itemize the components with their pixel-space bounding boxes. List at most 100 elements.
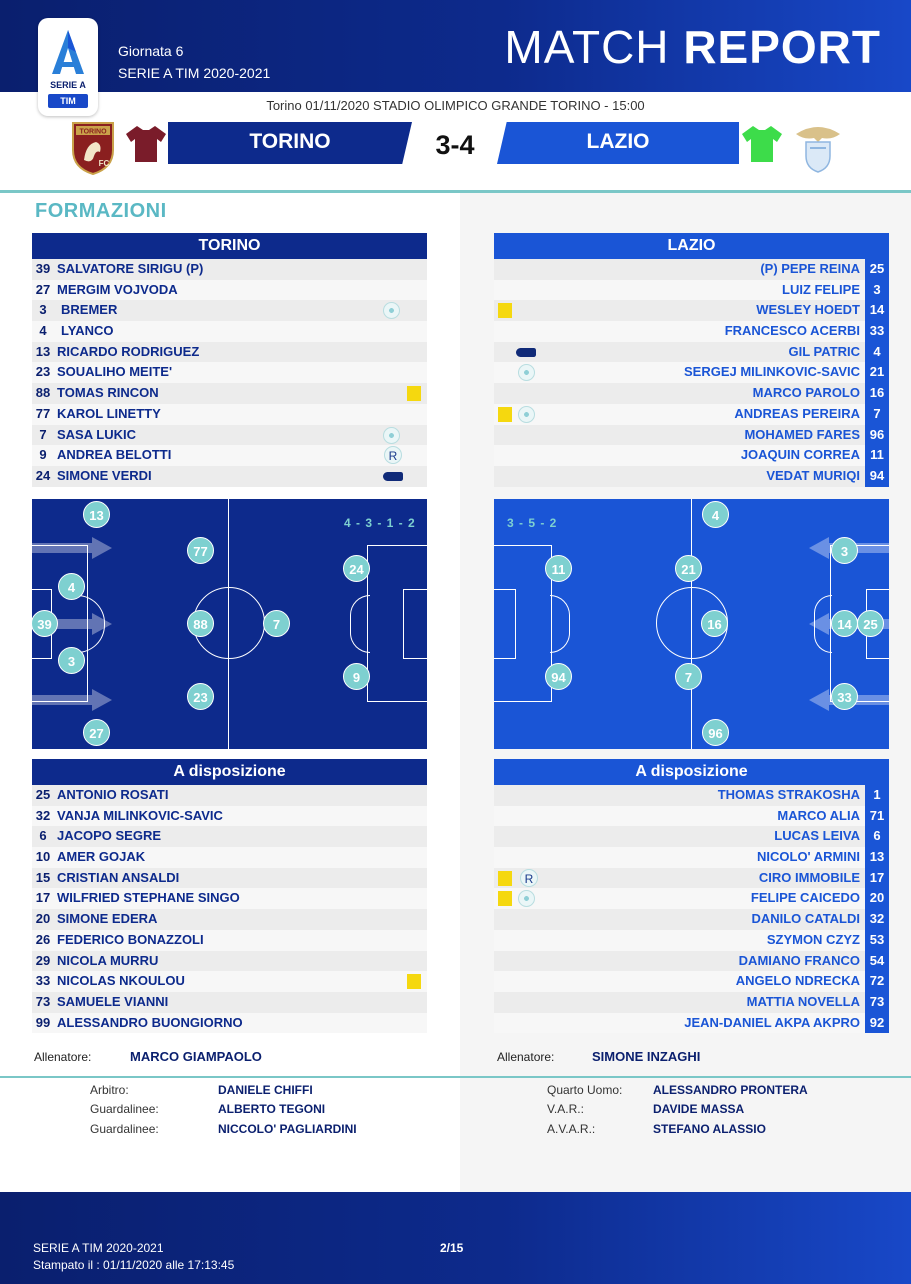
- player-number: 20: [865, 888, 889, 910]
- table-row: 21 SERGEJ MILINKOVIC-SAVIC: [494, 362, 889, 384]
- player-name: THOMAS STRAKOSHA: [717, 787, 860, 802]
- table-row: 99 ALESSANDRO BUONGIORNO: [32, 1012, 427, 1034]
- player-marker: 7: [675, 663, 702, 690]
- substitution-icon: R: [384, 446, 402, 465]
- home-team-bar: TORINO: [168, 122, 412, 164]
- yellow-card-icon: [498, 406, 512, 422]
- player-number: 23: [35, 364, 51, 380]
- arc-right: [350, 595, 370, 653]
- player-name: NICOLO' ARMINI: [757, 849, 860, 865]
- player-name: ANGELO NDRECKA: [735, 973, 860, 989]
- player-name: SIMONE EDERA: [57, 911, 158, 927]
- player-marker: 4: [702, 501, 729, 528]
- table-row: 54 DAMIANO FRANCO: [494, 950, 889, 972]
- boot-icon: [383, 471, 403, 481]
- table-row: 17 CIRO IMMOBILE R: [494, 867, 889, 889]
- player-marker: 13: [83, 501, 110, 528]
- player-number: 33: [35, 973, 51, 989]
- table-row: 88 TOMAS RINCON: [32, 383, 427, 404]
- player-number: 10: [35, 849, 51, 865]
- official-name: NICCOLO' PAGLIARDINI: [218, 1122, 357, 1136]
- player-number: 1: [865, 785, 889, 806]
- torino-crest-icon: TORINO FC: [72, 122, 114, 176]
- ball-icon: [518, 364, 535, 382]
- league-label: SERIE A TIM 2020-2021: [118, 65, 271, 81]
- player-number: 26: [35, 931, 51, 947]
- player-name: GIL PATRIC: [788, 343, 861, 359]
- player-marker: 23: [187, 683, 214, 710]
- player-marker: 9: [343, 663, 370, 690]
- final-score: 3-4: [435, 130, 475, 160]
- table-row: 20 SIMONE EDERA: [32, 909, 427, 930]
- player-name: MARCO PAROLO: [752, 385, 860, 401]
- section-title: FORMAZIONI: [35, 200, 167, 222]
- logo-text: SERIE A: [50, 80, 86, 90]
- player-name: MERGIM VOJVODA: [57, 281, 178, 297]
- away-coach-name: SIMONE INZAGHI: [592, 1049, 701, 1064]
- official-role: Quarto Uomo:: [547, 1083, 623, 1097]
- away-team-bar: LAZIO: [497, 122, 739, 164]
- official-name: STEFANO ALASSIO: [653, 1122, 766, 1136]
- svg-text:TORINO: TORINO: [79, 129, 107, 136]
- player-number: 9: [39, 447, 47, 463]
- table-row: 29 NICOLA MURRU: [32, 950, 427, 972]
- table-row: 4 LYANCO: [32, 321, 427, 342]
- player-name: AMER GOJAK: [57, 849, 146, 865]
- lazio-crest-icon: [796, 127, 840, 173]
- arc-left: [550, 595, 570, 653]
- table-row: 4 GIL PATRIC: [494, 341, 889, 363]
- table-row: 32 DANILO CATALDI: [494, 909, 889, 930]
- player-name: SALVATORE SIRIGU (P): [57, 261, 204, 276]
- player-marker: 77: [187, 537, 214, 564]
- away-coach-label: Allenatore:: [497, 1050, 555, 1064]
- table-row: 3 BREMER: [32, 300, 427, 322]
- player-number: 14: [865, 300, 889, 322]
- player-marker: 24: [343, 555, 370, 582]
- away-formation: 3 - 5 - 2: [507, 516, 558, 530]
- table-row: 96 MOHAMED FARES: [494, 424, 889, 446]
- lazio-shirt-icon: [742, 126, 782, 162]
- table-row: 33 FRANCESCO ACERBI: [494, 321, 889, 342]
- table-row: 7 ANDREAS PEREIRA: [494, 403, 889, 425]
- home-lineup-table: TORINO 39 SALVATORE SIRIGU (P) 27 MERGIM V…: [32, 233, 427, 487]
- table-row: 6 LUCAS LEIVA: [494, 826, 889, 848]
- serie-a-icon: [52, 30, 84, 74]
- table-row: 77 KAROL LINETTY: [32, 403, 427, 425]
- player-name: FEDERICO BONAZZOLI: [57, 931, 204, 947]
- player-name: ANDREA BELOTTI: [57, 447, 172, 463]
- player-name: SAMUELE VIANNI: [57, 993, 169, 1009]
- table-row: 53 SZYMON CZYZ: [494, 929, 889, 951]
- player-number: 13: [865, 847, 889, 868]
- player-number: 11: [865, 445, 889, 466]
- player-number: 96: [865, 424, 889, 446]
- table-row: 32 VANJA MILINKOVIC-SAVIC: [32, 805, 427, 827]
- ball-icon: [383, 426, 400, 444]
- footer-banner: SERIE A TIM 2020-2021 Stampato il : 01/1…: [0, 1192, 911, 1284]
- table-row: 25 (P) PEPE REINA: [494, 259, 889, 280]
- home-lineup-header: TORINO: [32, 233, 427, 259]
- official-role: A.V.A.R.:: [547, 1122, 596, 1136]
- table-row: 92 JEAN-DANIEL AKPA AKPRO: [494, 1012, 889, 1034]
- giornata-label: Giornata 6: [118, 43, 184, 59]
- table-row: 13 NICOLO' ARMINI: [494, 847, 889, 868]
- table-row: 9 ANDREA BELOTTI R: [32, 445, 427, 466]
- player-name: FELIPE CAICEDO: [750, 890, 860, 906]
- footer-league: SERIE A TIM 2020-2021: [33, 1241, 164, 1255]
- player-name: DANILO CATALDI: [751, 911, 860, 927]
- player-marker: 27: [83, 719, 110, 746]
- player-number: 39: [35, 261, 51, 276]
- yellow-card-icon: [498, 303, 512, 319]
- player-name: SERGEJ MILINKOVIC-SAVIC: [683, 364, 860, 380]
- player-marker: 11: [545, 555, 572, 582]
- player-number: 15: [35, 869, 51, 885]
- player-number: 4: [865, 341, 889, 363]
- player-marker: 96: [702, 719, 729, 746]
- table-row: 72 ANGELO NDRECKA: [494, 971, 889, 992]
- player-name: LUCAS LEIVA: [774, 828, 860, 844]
- svg-text:FC: FC: [99, 159, 110, 168]
- table-row: 73 MATTIA NOVELLA: [494, 991, 889, 1013]
- player-name: DAMIANO FRANCO: [738, 952, 860, 968]
- table-row: 14 WESLEY HOEDT: [494, 300, 889, 322]
- player-name: RICARDO RODRIGUEZ: [57, 343, 200, 359]
- table-row: 6 JACOPO SEGRE: [32, 826, 427, 848]
